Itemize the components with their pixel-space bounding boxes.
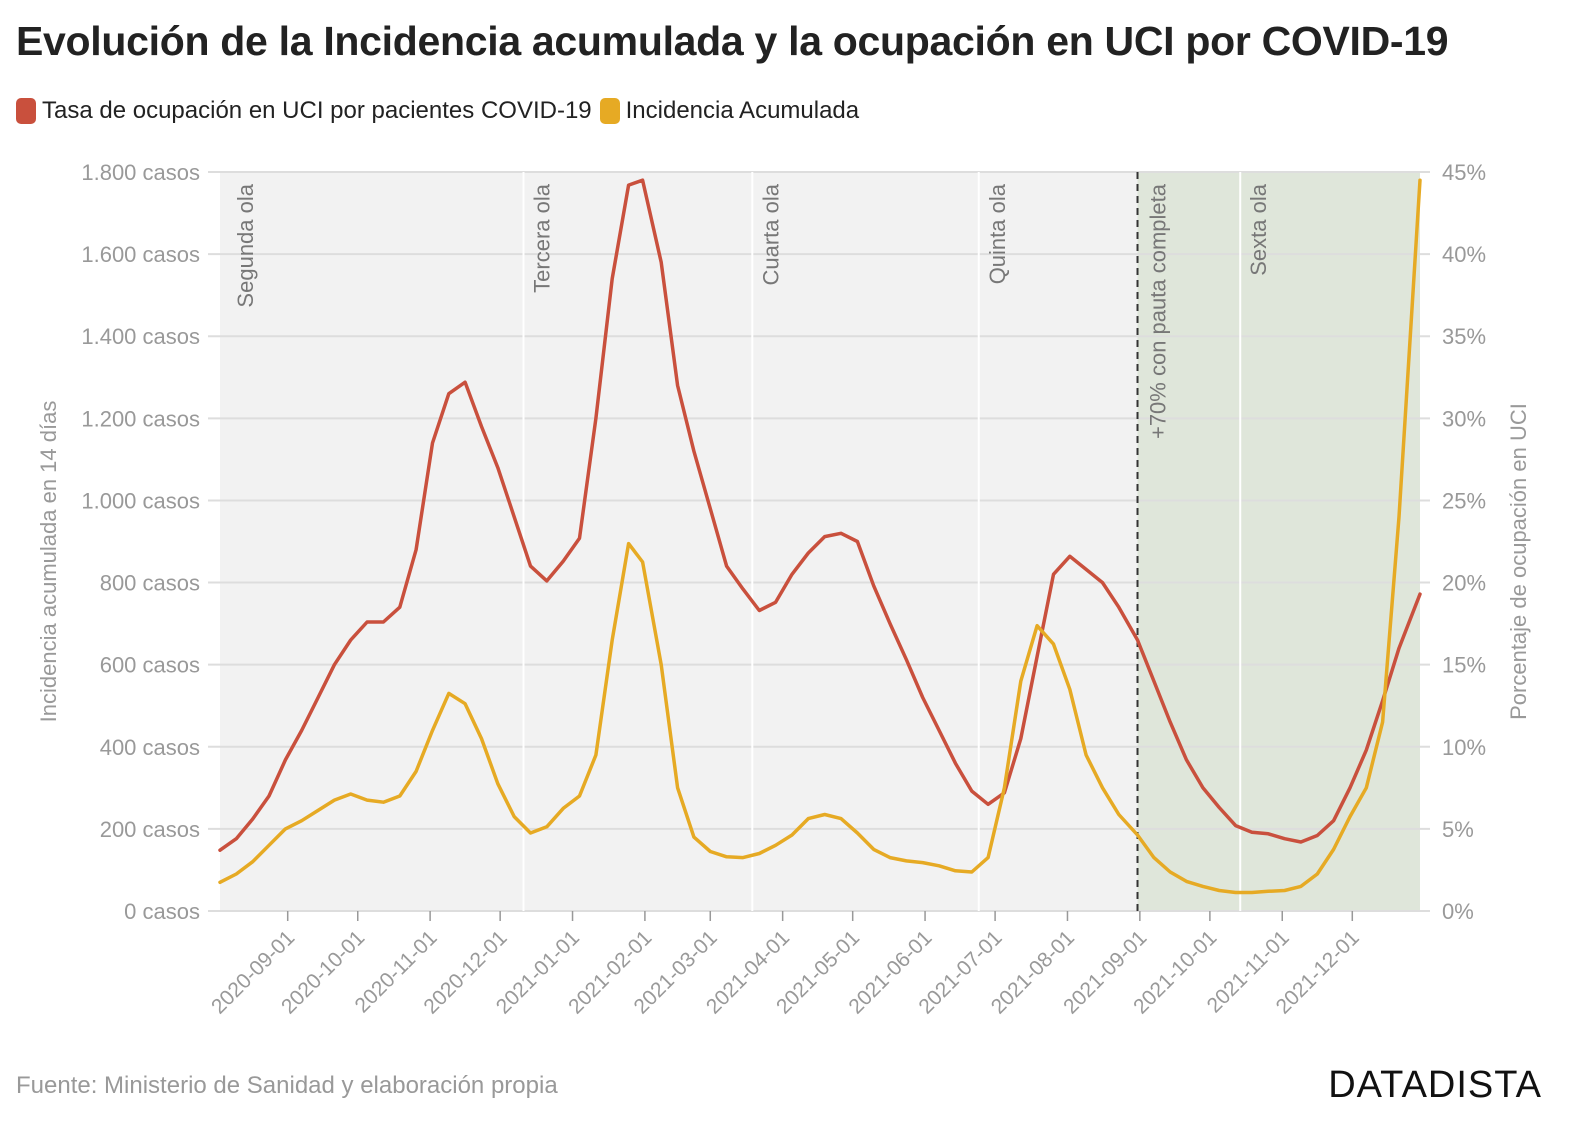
milestone-label: +70% con pauta completa bbox=[1146, 183, 1171, 439]
legend-label-ia: Incidencia Acumulada bbox=[625, 97, 860, 124]
y-right-tick-label: 30% bbox=[1442, 406, 1486, 431]
gridlines bbox=[208, 171, 1430, 912]
y-right-tick-label: 5% bbox=[1442, 817, 1474, 842]
line-chart: Segunda ola Tercera ola Cuarta ola Quinta o… bbox=[36, 160, 1531, 1018]
vaccination-shaded-region bbox=[1137, 172, 1420, 911]
legend-item-uci[interactable]: Tasa de ocupación en UCI por pacientes C… bbox=[16, 97, 592, 125]
y-right-tick-label: 45% bbox=[1442, 160, 1486, 185]
wave-label: Quinta ola bbox=[985, 183, 1010, 284]
legend-item-ia[interactable]: Incidencia Acumulada bbox=[599, 97, 860, 125]
series-line-uci bbox=[218, 178, 1422, 852]
series-line-ia bbox=[218, 178, 1422, 895]
legend: Tasa de ocupación en UCI por pacientes C… bbox=[16, 97, 867, 125]
y-left-tick-label: 200 casos bbox=[100, 817, 200, 842]
legend-swatch-uci bbox=[16, 98, 36, 124]
chart-title: Evolución de la Incidencia acumulada y l… bbox=[16, 18, 1449, 64]
y-axis-right-label: Porcentaje de ocupación en UCI bbox=[1506, 403, 1531, 720]
y-left-tick-label: 1.600 casos bbox=[81, 242, 200, 267]
y-left-tick-label: 800 casos bbox=[100, 571, 200, 596]
y-right-tick-label: 40% bbox=[1442, 242, 1486, 267]
wave-label: Sexta ola bbox=[1246, 183, 1271, 275]
y-right-tick-label: 15% bbox=[1442, 653, 1486, 678]
wave-label: Tercera ola bbox=[530, 183, 555, 293]
y-left-tick-label: 0 casos bbox=[124, 899, 200, 924]
y-left-tick-label: 1.200 casos bbox=[81, 406, 200, 431]
y-axis-left-label: Incidencia acumulada en 14 días bbox=[36, 401, 61, 723]
y-right-tick-label: 10% bbox=[1442, 735, 1486, 760]
y-left-tick-label: 1.000 casos bbox=[81, 488, 200, 513]
brand-logo: DATADISTA bbox=[1328, 1064, 1542, 1106]
y-right-tick-label: 25% bbox=[1442, 488, 1486, 513]
legend-swatch-ia bbox=[599, 98, 620, 124]
y-left-tick-label: 600 casos bbox=[100, 653, 200, 678]
wave-label: Segunda ola bbox=[233, 183, 258, 307]
series-layer bbox=[218, 178, 1422, 895]
source-note: Fuente: Ministerio de Sanidad y elaborac… bbox=[16, 1072, 558, 1099]
y-left-tick-label: 400 casos bbox=[100, 735, 200, 760]
legend-label-uci: Tasa de ocupación en UCI por pacientes C… bbox=[42, 97, 592, 124]
y-right-tick-label: 35% bbox=[1442, 324, 1486, 349]
x-axis: 2020-09-012020-10-012020-11-012020-12-01… bbox=[207, 911, 1364, 1018]
y-right-tick-label: 0% bbox=[1442, 899, 1474, 924]
y-right-tick-label: 20% bbox=[1442, 571, 1486, 596]
y-axis-right: 0% 5% 10% 15% 20% 25% 30% 35% 40% 45% bbox=[1442, 160, 1486, 924]
wave-label: Cuarta ola bbox=[758, 183, 783, 285]
y-left-tick-label: 1.400 casos bbox=[81, 324, 200, 349]
y-axis-left: 0 casos 200 casos 400 casos 600 casos 800 ca… bbox=[81, 160, 200, 924]
y-left-tick-label: 1.800 casos bbox=[81, 160, 200, 185]
